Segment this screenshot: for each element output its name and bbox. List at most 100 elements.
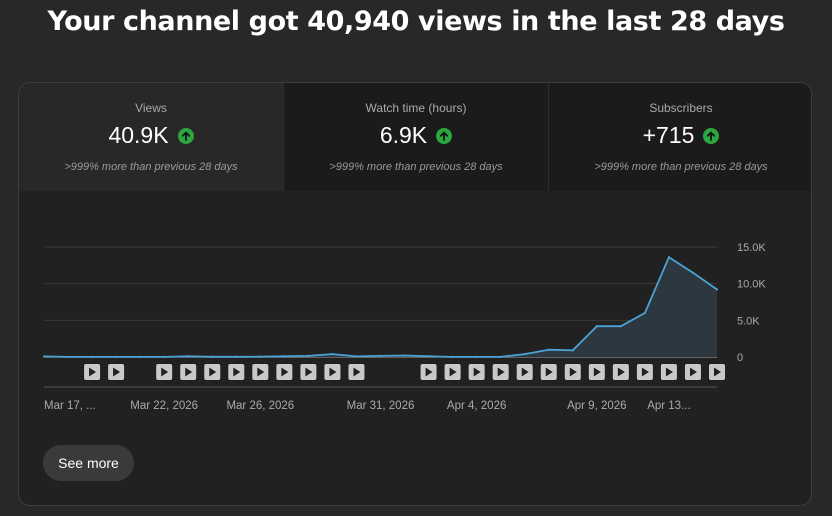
data-point [379, 354, 382, 357]
play-icon [449, 367, 457, 377]
x-tick-label: Apr 9, 2026 [567, 400, 626, 412]
video-marker[interactable] [540, 364, 557, 380]
tab-label: Subscribers [649, 101, 713, 115]
play-icon [641, 367, 649, 377]
data-point [619, 325, 622, 328]
play-icon [353, 367, 361, 377]
views-chart: 0 5.0K 10.0K 15.0K Mar 17, ... Mar 22, 2026 Ma… [42, 242, 766, 412]
video-marker[interactable] [180, 364, 197, 380]
data-point [691, 271, 695, 274]
page-title: Your channel got 40,940 views in the las… [47, 6, 785, 37]
video-marker[interactable] [156, 364, 173, 380]
video-marker[interactable] [516, 364, 533, 380]
area-fill [44, 257, 717, 357]
data-point [571, 349, 574, 352]
tab-value: 6.9K [379, 122, 428, 148]
play-icon [329, 367, 337, 377]
arrow-up-icon [703, 127, 720, 144]
arrow-up-icon [436, 127, 453, 144]
data-point [427, 355, 430, 358]
data-point [283, 355, 286, 358]
data-point [66, 355, 70, 359]
data-point [499, 355, 502, 358]
tab-change: >999% more than previous 28 days [329, 161, 503, 173]
play-icon [521, 367, 529, 377]
data-point [187, 355, 190, 358]
video-marker[interactable] [108, 364, 125, 380]
data-point [595, 325, 598, 328]
tab-watch-time[interactable]: Watch time (hours) 6.9K >999% more than … [284, 83, 549, 191]
video-marker[interactable] [228, 364, 245, 380]
x-tick-label: Mar 22, 2026 [130, 400, 198, 412]
y-tick-label: 15.0K [737, 242, 766, 254]
tab-views[interactable]: Views 40.9K >999% more than previous 28 … [19, 83, 284, 191]
data-point [235, 355, 238, 358]
video-marker[interactable] [84, 364, 101, 380]
analytics-card: Views 40.9K >999% more than previous 28 … [18, 82, 812, 506]
video-marker[interactable] [564, 364, 581, 380]
play-icon [233, 367, 241, 377]
video-marker[interactable] [492, 364, 509, 380]
data-point [139, 355, 142, 358]
play-icon [185, 367, 193, 377]
tab-label: Watch time (hours) [365, 101, 467, 115]
video-marker[interactable] [709, 364, 725, 380]
data-point [355, 355, 358, 358]
arrow-up-icon [177, 127, 194, 144]
tab-change: >999% more than previous 28 days [64, 161, 238, 173]
x-tick-label: Apr 4, 2026 [447, 400, 506, 412]
data-point [211, 355, 214, 358]
video-marker[interactable] [324, 364, 341, 380]
video-marker[interactable] [420, 364, 437, 380]
video-marker[interactable] [252, 364, 269, 380]
data-point [307, 354, 310, 357]
play-icon [113, 367, 121, 377]
data-point [90, 355, 94, 359]
data-point [115, 355, 118, 359]
video-marker[interactable] [612, 364, 629, 380]
play-icon [617, 367, 625, 377]
play-icon [714, 367, 721, 377]
x-tick-label: Mar 17, ... [44, 400, 96, 412]
y-tick-label: 5.0K [737, 315, 760, 327]
play-icon [497, 367, 505, 377]
video-marker[interactable] [660, 364, 677, 380]
metric-tabs: Views 40.9K >999% more than previous 28 … [19, 83, 811, 191]
data-point [547, 348, 550, 351]
y-tick-label: 0 [737, 352, 743, 364]
data-point [259, 355, 262, 358]
tab-subscribers[interactable]: Subscribers +715 >999% more than previou… [549, 83, 811, 191]
video-marker[interactable] [468, 364, 485, 380]
x-tick-label: Mar 26, 2026 [226, 400, 294, 412]
video-marker[interactable] [444, 364, 461, 380]
data-point [42, 355, 46, 358]
tab-change: >999% more than previous 28 days [594, 161, 768, 173]
data-point [451, 355, 454, 358]
data-point [523, 352, 526, 356]
tab-value: +715 [642, 122, 695, 148]
data-point [163, 355, 166, 358]
play-icon [425, 367, 433, 377]
data-point [403, 354, 406, 357]
video-marker[interactable] [276, 364, 293, 380]
play-icon [89, 367, 97, 377]
play-icon [545, 367, 553, 377]
y-tick-label: 10.0K [737, 279, 766, 291]
play-icon [281, 367, 289, 377]
data-point [715, 288, 719, 291]
video-marker[interactable] [204, 364, 221, 380]
data-point [643, 311, 646, 315]
play-icon [593, 367, 601, 377]
video-marker[interactable] [636, 364, 653, 380]
data-point [667, 256, 671, 259]
video-marker[interactable] [300, 364, 317, 380]
data-point [331, 352, 334, 356]
play-icon [161, 367, 169, 377]
see-more-button[interactable]: See more [43, 445, 134, 481]
play-icon [689, 367, 697, 377]
play-icon [257, 367, 265, 377]
video-marker[interactable] [588, 364, 605, 380]
video-marker[interactable] [348, 364, 365, 380]
video-marker[interactable] [684, 364, 701, 380]
play-icon [665, 367, 673, 377]
